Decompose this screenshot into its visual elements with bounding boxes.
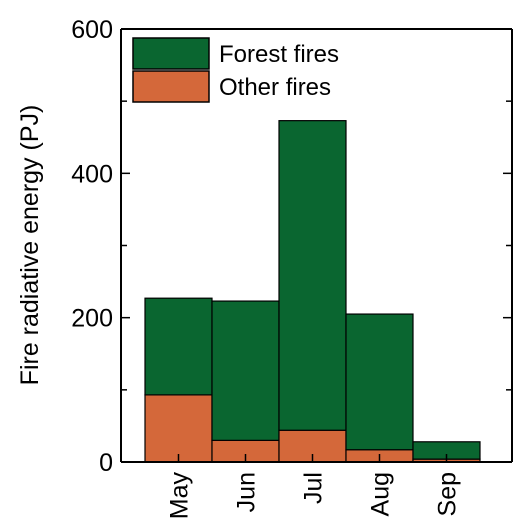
x-tick-label-may: May (166, 472, 194, 520)
bar-forest-fires-jun (211, 300, 280, 441)
axes: 0 200 400 600 May Jun Jul Aug Sep (71, 16, 513, 520)
legend: Forest fires Other fires (132, 37, 339, 103)
y-tick-label: 200 (71, 305, 113, 333)
bar-forest-fires-may (144, 297, 213, 396)
bar-forest-fires-aug (345, 313, 414, 451)
y-tick-label: 0 (99, 449, 113, 477)
x-tick-label-aug: Aug (367, 472, 395, 516)
y-tick-label: 400 (71, 160, 113, 188)
x-tick-label-jun: Jun (233, 472, 261, 512)
legend-label-forest-fires: Forest fires (219, 41, 339, 68)
legend-swatch-other-fires (132, 70, 210, 103)
y-axis-label: Fire radiative energy (PJ) (16, 105, 44, 386)
x-tick-label-jul: Jul (300, 472, 328, 504)
bar-forest-fires-jul (278, 120, 347, 431)
legend-swatch-forest-fires (132, 37, 210, 70)
x-tick-label-sep: Sep (434, 472, 462, 516)
bars (144, 120, 481, 463)
y-tick-label: 600 (71, 16, 113, 44)
bar-other-fires-may (144, 394, 213, 463)
legend-label-other-fires: Other fires (219, 74, 331, 101)
